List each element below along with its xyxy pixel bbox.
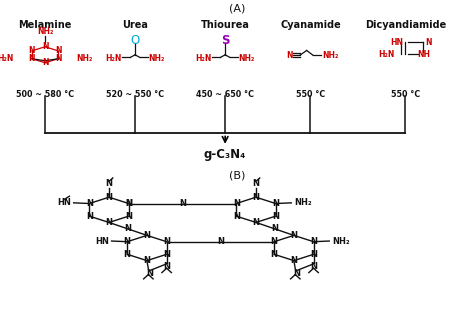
Text: NH₂: NH₂: [322, 50, 338, 60]
Text: N: N: [55, 54, 62, 63]
Text: N: N: [272, 211, 279, 221]
Text: N: N: [106, 218, 112, 227]
Text: N: N: [125, 224, 131, 233]
Text: N: N: [310, 250, 317, 259]
Text: Urea: Urea: [122, 20, 148, 30]
Text: NH₂: NH₂: [37, 27, 53, 36]
Text: 450 ~ 650 °C: 450 ~ 650 °C: [196, 90, 254, 100]
Text: NH₂: NH₂: [77, 54, 93, 63]
Text: N: N: [272, 224, 278, 233]
Text: HN: HN: [390, 38, 403, 47]
Text: N: N: [291, 231, 297, 240]
Text: Dicyandiamide: Dicyandiamide: [365, 20, 446, 30]
Text: 520 ~ 550 °C: 520 ~ 550 °C: [106, 90, 164, 100]
Text: N: N: [125, 199, 132, 208]
Text: N: N: [233, 199, 240, 208]
Text: NH: NH: [418, 49, 431, 59]
Text: NH₂: NH₂: [148, 53, 164, 63]
Text: N: N: [253, 218, 259, 227]
Text: (B): (B): [229, 171, 245, 181]
Text: N: N: [310, 237, 317, 246]
Text: N: N: [144, 256, 150, 265]
Text: N: N: [233, 211, 240, 221]
Text: N: N: [253, 193, 259, 202]
Text: N: N: [163, 237, 170, 246]
Text: N: N: [55, 46, 62, 55]
Text: N: N: [124, 237, 131, 246]
Text: N: N: [42, 58, 48, 67]
Text: N: N: [106, 193, 112, 202]
Text: S: S: [221, 34, 229, 47]
Text: N: N: [146, 269, 153, 278]
Text: NH₂: NH₂: [294, 198, 312, 208]
Text: N: N: [124, 250, 131, 259]
Text: Cyanamide: Cyanamide: [280, 20, 341, 30]
Text: N: N: [310, 262, 317, 272]
Text: N: N: [426, 38, 432, 47]
Text: H₂N: H₂N: [106, 53, 122, 63]
Text: N: N: [125, 211, 132, 221]
Text: N: N: [271, 237, 278, 246]
Text: H₂N: H₂N: [0, 54, 13, 63]
Text: N: N: [86, 199, 93, 208]
Text: Thiourea: Thiourea: [201, 20, 250, 30]
Text: 550 °C: 550 °C: [296, 90, 325, 100]
Text: N: N: [28, 46, 35, 55]
Text: HN: HN: [58, 198, 72, 208]
Text: O: O: [130, 34, 140, 47]
Text: H₂N: H₂N: [378, 49, 394, 59]
Text: N: N: [42, 42, 48, 51]
Text: N: N: [272, 199, 279, 208]
Text: N: N: [293, 269, 300, 278]
Text: N: N: [291, 256, 297, 265]
Text: N: N: [271, 250, 278, 259]
Text: N: N: [253, 179, 259, 188]
Text: N: N: [179, 199, 186, 208]
Text: NH₂: NH₂: [238, 53, 255, 63]
Text: H₂N: H₂N: [196, 53, 212, 63]
Text: 550 °C: 550 °C: [391, 90, 420, 100]
Text: N: N: [217, 237, 224, 246]
Text: N: N: [106, 179, 112, 188]
Text: N: N: [28, 54, 35, 63]
Text: Melamine: Melamine: [18, 20, 72, 30]
Text: N: N: [163, 262, 170, 272]
Text: NH₂: NH₂: [332, 236, 350, 246]
Text: g-C₃N₄: g-C₃N₄: [204, 148, 246, 161]
Text: (A): (A): [229, 3, 245, 13]
Text: N: N: [163, 250, 170, 259]
Text: N: N: [86, 211, 93, 221]
Text: N: N: [144, 231, 150, 240]
Text: HN: HN: [96, 236, 109, 246]
Text: N: N: [286, 50, 292, 60]
Text: 500 ~ 580 °C: 500 ~ 580 °C: [16, 90, 74, 100]
Text: N: N: [125, 199, 132, 208]
